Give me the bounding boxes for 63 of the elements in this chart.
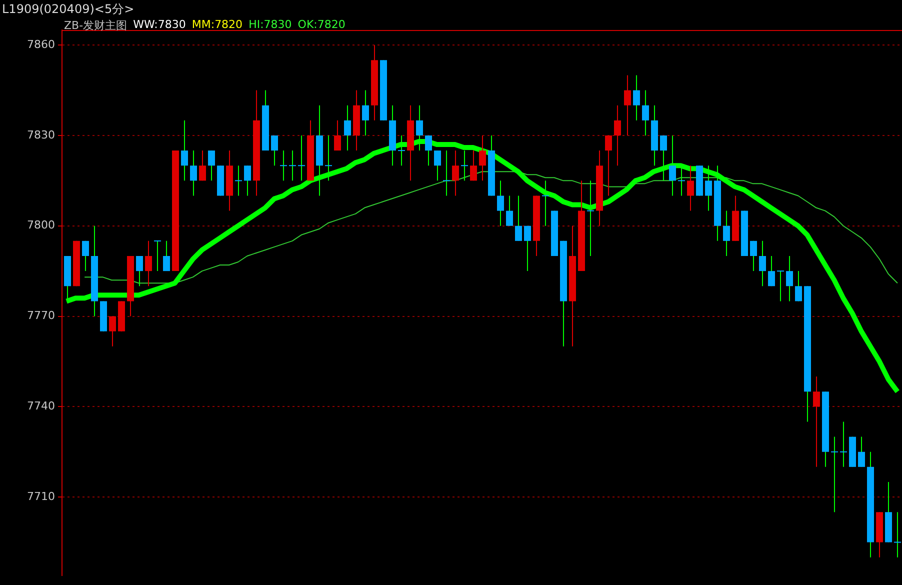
candlestick — [288, 150, 296, 182]
candlestick — [858, 436, 865, 468]
candlestick — [633, 74, 640, 121]
candlestick — [199, 150, 206, 182]
candlestick — [362, 90, 369, 136]
candlestick — [109, 316, 116, 347]
candlestick — [768, 255, 775, 287]
candlestick — [163, 240, 170, 272]
candlestick — [154, 240, 162, 272]
candlestick — [190, 150, 197, 196]
candlestick — [524, 225, 531, 272]
y-tick-label: 7860 — [27, 38, 55, 51]
candlestick — [586, 180, 594, 256]
candlestick — [344, 104, 351, 152]
candlestick — [795, 270, 802, 302]
chart-title: L1909(020409)<5分> — [2, 1, 134, 18]
candlestick — [145, 240, 152, 287]
y-tick-label: 7830 — [27, 128, 55, 142]
y-tick-label: 7770 — [27, 309, 55, 322]
candlestick — [813, 376, 820, 468]
candlestick — [614, 104, 621, 166]
candlestick — [678, 165, 686, 196]
candlestick — [840, 421, 848, 468]
candlestick — [786, 255, 793, 302]
candlestick — [234, 165, 242, 196]
candlestick — [82, 240, 89, 272]
candlestick — [624, 74, 631, 136]
candlestick — [334, 120, 341, 152]
candlestick — [479, 134, 486, 182]
candlestick — [506, 195, 513, 226]
candlestick — [280, 150, 288, 182]
candlestick — [723, 210, 730, 256]
annotation: OK:7820 — [298, 18, 346, 33]
candlestick — [515, 195, 522, 242]
candlestick — [181, 120, 188, 182]
candlestick — [759, 240, 766, 287]
candlestick — [136, 255, 143, 287]
candlestick — [605, 134, 612, 196]
y-tick-label: 7800 — [27, 218, 55, 232]
annotation: HI:7830 — [248, 18, 292, 33]
candlestick — [642, 90, 649, 136]
candlestick — [298, 134, 306, 182]
candlestick — [244, 165, 251, 196]
y-tick-label: 7710 — [27, 490, 55, 503]
candlestick — [470, 150, 477, 182]
chart-subtitle: ZB-发财主图 — [64, 18, 128, 33]
y-tick-label: 7740 — [27, 400, 55, 413]
candlestick — [497, 180, 504, 226]
candlestick — [894, 512, 902, 558]
candlestick — [705, 165, 712, 212]
candlestick — [687, 165, 694, 212]
candlestick — [452, 150, 459, 196]
candlestick — [271, 134, 278, 166]
candlestick — [750, 240, 757, 272]
candlestick — [830, 436, 838, 513]
candlestick — [460, 150, 468, 182]
candlestick — [542, 180, 550, 226]
candlestick — [208, 150, 215, 182]
candlestick — [442, 150, 450, 196]
annotation: WW:7830 — [133, 18, 186, 33]
annotation: MM:7820 — [192, 18, 243, 33]
candlestick — [434, 150, 441, 182]
candlestick — [776, 270, 784, 302]
